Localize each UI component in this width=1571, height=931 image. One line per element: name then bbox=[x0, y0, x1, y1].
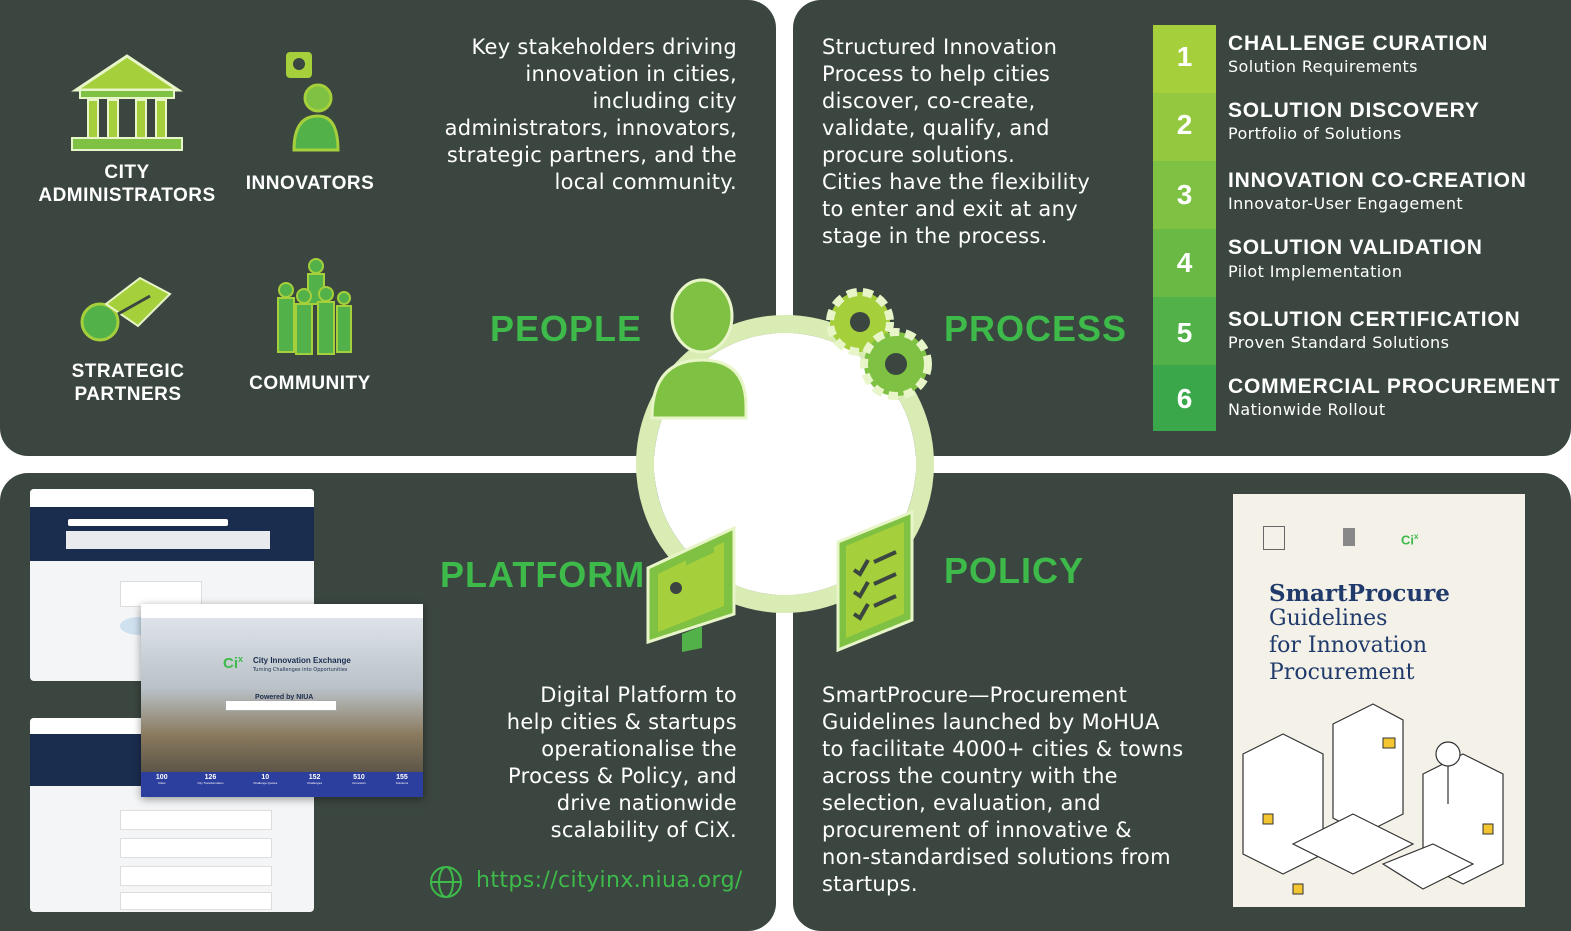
people-title: PEOPLE bbox=[490, 308, 643, 349]
cover-title-line: for Innovation bbox=[1269, 633, 1428, 658]
cover-title-line: Guidelines bbox=[1269, 606, 1388, 631]
step-number: 2 bbox=[1176, 109, 1193, 140]
checklist-icon bbox=[836, 509, 914, 653]
cover-title-line: SmartProcure bbox=[1269, 580, 1450, 607]
handshake-icon bbox=[80, 276, 172, 342]
platform-url-link[interactable]: https://cityinx.niua.org/ bbox=[476, 868, 743, 893]
step-number: 4 bbox=[1176, 247, 1193, 278]
stakeholder-strategic-partners: STRATEGIC PARTNERS bbox=[71, 361, 185, 405]
platform-screenshot-home: Cix City Innovation Exchange Turning Cha… bbox=[141, 604, 423, 797]
person-icon bbox=[650, 278, 748, 420]
stakeholder-community: COMMUNITY bbox=[249, 373, 371, 394]
city-illustration-icon bbox=[1242, 703, 1504, 895]
step-number: 6 bbox=[1176, 383, 1193, 414]
platform-powered: Powered by NIUA bbox=[255, 694, 314, 701]
step-title: COMMERCIAL PROCUREMENT bbox=[1228, 375, 1561, 398]
step-title: SOLUTION DISCOVERY bbox=[1228, 99, 1480, 122]
step-title: SOLUTION CERTIFICATION bbox=[1228, 308, 1521, 331]
policy-description: SmartProcure—Procurement Guidelines launc… bbox=[822, 683, 1184, 896]
step-number: 1 bbox=[1176, 41, 1193, 72]
step-title: CHALLENGE CURATION bbox=[1228, 32, 1489, 55]
globe-icon bbox=[430, 866, 462, 898]
smartprocure-cover: Cix SmartProcure Guidelines for Innovati… bbox=[1233, 494, 1525, 907]
step-title: SOLUTION VALIDATION bbox=[1228, 236, 1483, 259]
platform-description: Digital Platform to help cities & startup… bbox=[506, 683, 737, 842]
platform-stats: 100 Cities 126 City Transformation 10 Chall… bbox=[155, 774, 409, 785]
step-title: INNOVATION CO-CREATION bbox=[1228, 169, 1527, 192]
platform-tagline: Turning Challenges into Opportunities bbox=[253, 667, 348, 673]
smart-city-logo-icon bbox=[1263, 526, 1285, 550]
platform-brand: City Innovation Exchange bbox=[253, 656, 351, 665]
process-description: Structured Innovation Process to help cit… bbox=[822, 35, 1091, 248]
monitor-icon bbox=[646, 525, 736, 652]
gears-icon bbox=[826, 288, 932, 400]
people-description: Key stakeholders driving innovation in ci… bbox=[444, 35, 737, 194]
step-subtitle: Innovator-User Engagement bbox=[1228, 194, 1464, 213]
step-number: 5 bbox=[1176, 317, 1193, 348]
step-subtitle: Nationwide Rollout bbox=[1228, 400, 1386, 419]
government-building-icon bbox=[71, 54, 183, 151]
step-number: 3 bbox=[1176, 179, 1193, 210]
process-title: PROCESS bbox=[944, 308, 1128, 349]
process-steps-bar: 1 2 3 4 5 6 bbox=[1153, 25, 1216, 431]
step-subtitle: Pilot Implementation bbox=[1228, 262, 1403, 281]
platform-search-input bbox=[225, 700, 337, 711]
emblem-icon bbox=[1343, 528, 1355, 546]
stakeholder-innovators: INNOVATORS bbox=[245, 173, 375, 194]
innovator-icon bbox=[286, 52, 340, 152]
platform-title: PLATFORM bbox=[440, 554, 646, 595]
policy-title: POLICY bbox=[944, 550, 1085, 591]
step-subtitle: Solution Requirements bbox=[1228, 57, 1418, 76]
cover-title-line: Procurement bbox=[1269, 660, 1415, 685]
stakeholder-city-administrators: CITY ADMINISTRATORS bbox=[38, 162, 216, 206]
step-subtitle: Proven Standard Solutions bbox=[1228, 333, 1450, 352]
step-subtitle: Portfolio of Solutions bbox=[1228, 124, 1402, 143]
community-icon bbox=[277, 258, 352, 355]
cix-logo-icon: Cix bbox=[1401, 532, 1419, 548]
